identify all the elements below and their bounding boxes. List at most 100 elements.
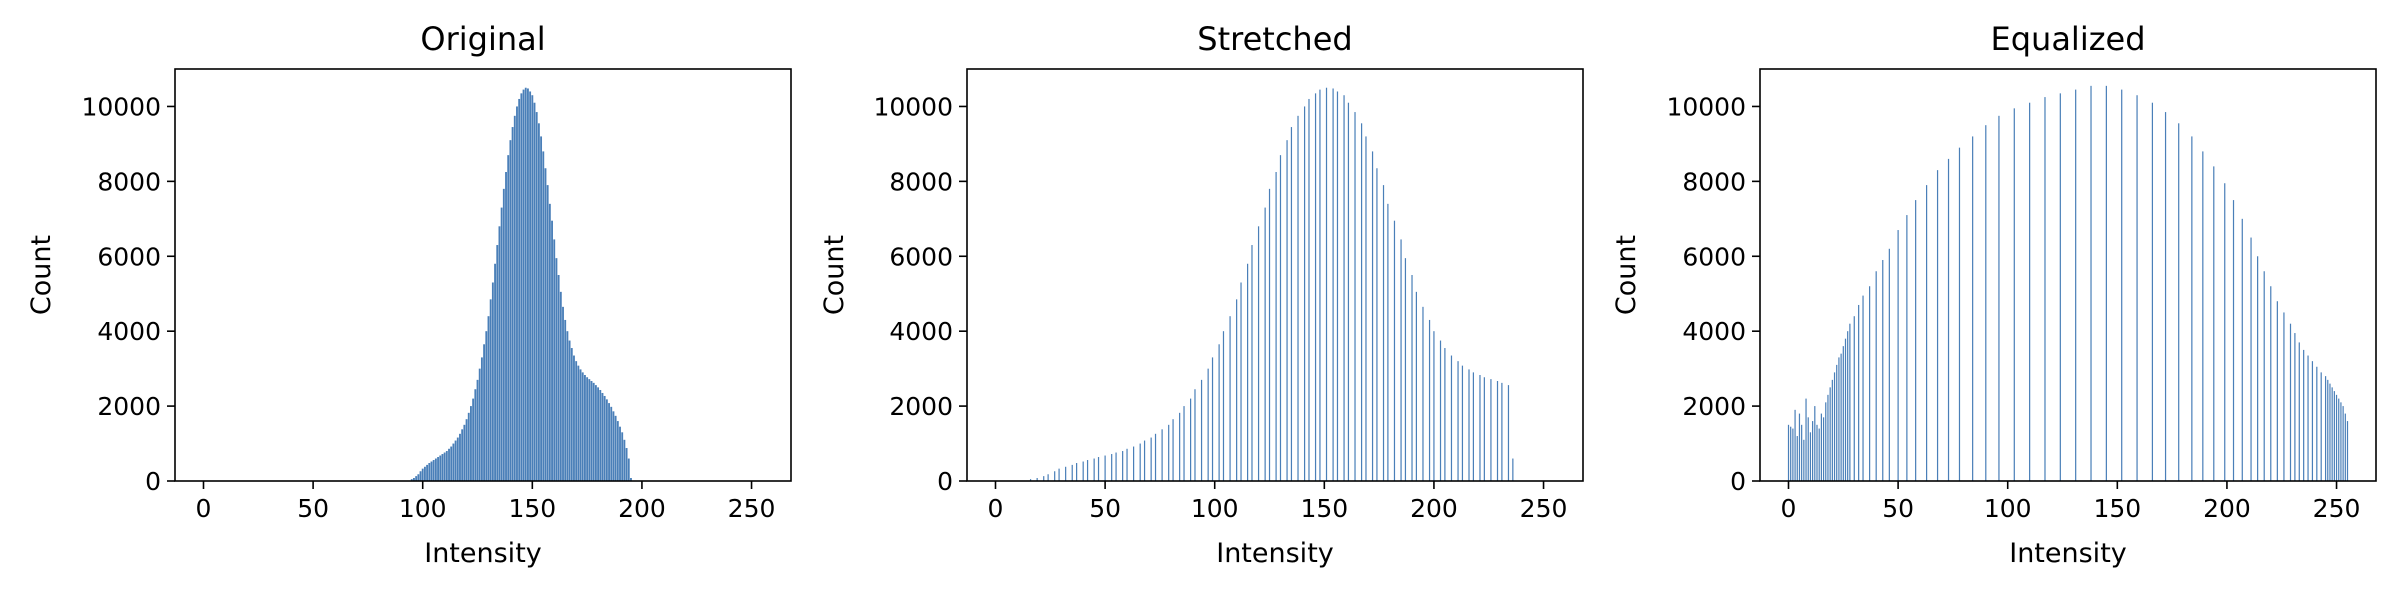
- histogram-bar: [2013, 108, 2015, 481]
- histogram-bar: [623, 439, 626, 481]
- histogram-bar: [511, 127, 514, 482]
- histogram-bar: [1838, 357, 1840, 481]
- histogram-bar: [2340, 402, 2342, 481]
- histogram-bar: [544, 168, 547, 481]
- x-tick-label: 250: [2313, 494, 2361, 523]
- y-tick-label: 2000: [1682, 392, 1746, 421]
- histogram-bar: [555, 258, 558, 481]
- histogram-bar: [439, 455, 442, 481]
- histogram-bar: [1207, 368, 1209, 481]
- histogram-bar: [1086, 460, 1089, 481]
- histogram-bar: [1082, 461, 1084, 481]
- histogram-bar: [573, 355, 575, 481]
- histogram-bar: [474, 389, 477, 481]
- histogram-bar: [467, 412, 470, 481]
- histogram-bar: [476, 379, 479, 481]
- histogram-bar: [592, 382, 595, 481]
- histogram-bar: [1461, 365, 1464, 481]
- histogram-bar: [527, 88, 529, 481]
- histogram-bar: [1483, 377, 1485, 481]
- histogram-bar: [1501, 382, 1503, 481]
- histogram-bar: [1319, 89, 1321, 481]
- histogram-bar: [566, 331, 569, 481]
- histogram-bar: [542, 151, 545, 481]
- histogram-bar: [485, 331, 488, 481]
- chart-panel-original: Original 0 50 100 150 200 250 0 2000 4000 6000 80…: [26, 20, 792, 569]
- histogram-bar: [2298, 342, 2300, 481]
- histogram-bar: [2105, 85, 2107, 481]
- histogram-bar: [1849, 323, 1851, 481]
- x-tick-label: 0: [988, 494, 1004, 523]
- histogram-bar: [454, 440, 457, 481]
- y-axis-label: Count: [1611, 235, 1642, 315]
- histogram-bar: [450, 446, 453, 481]
- histogram-bar: [625, 448, 628, 481]
- histogram-bar: [1371, 151, 1374, 481]
- histogram-bar: [1314, 93, 1317, 481]
- histogram-bar: [426, 464, 429, 481]
- histogram-bar: [614, 415, 617, 481]
- y-tick-label: 0: [937, 467, 953, 496]
- histogram-bar: [1809, 432, 1812, 481]
- chart-panel-equalized: Equalized 0 50 100 150 200 250 0 2000 4000 6000 8…: [1611, 20, 2377, 569]
- histogram-bar: [548, 203, 551, 481]
- histogram-bar: [1139, 443, 1141, 481]
- histogram-bar: [1143, 440, 1146, 481]
- histogram-bar: [1325, 87, 1328, 481]
- x-tick-label: 50: [1089, 494, 1121, 523]
- y-tick-label: 10000: [81, 92, 161, 121]
- histogram-bar: [524, 87, 527, 481]
- x-ticks: 0 50 100 150 200 250: [988, 481, 1568, 523]
- y-tick-label: 6000: [889, 242, 953, 271]
- x-tick-label: 250: [1520, 494, 1568, 523]
- histogram-bar: [491, 282, 494, 481]
- histogram-bar: [1818, 428, 1820, 481]
- histogram-bar: [1805, 398, 1807, 481]
- histogram-bar: [2151, 102, 2154, 482]
- histogram-bar: [2303, 349, 2305, 481]
- histogram-bar: [1404, 258, 1407, 481]
- histogram-bar: [1794, 409, 1796, 481]
- histogram-bar: [452, 443, 455, 481]
- histogram-bar: [498, 226, 501, 481]
- histogram-bar: [434, 458, 437, 481]
- x-tick-label: 100: [399, 494, 447, 523]
- y-tick-label: 0: [1730, 467, 1746, 496]
- histogram-bar: [1812, 421, 1814, 481]
- histogram-bar: [1036, 478, 1038, 481]
- histogram-bar: [627, 458, 630, 481]
- histogram-bar: [1172, 419, 1174, 481]
- histogram-bar: [2202, 151, 2204, 481]
- x-tick-label: 150: [1300, 494, 1348, 523]
- histogram-bar: [1286, 140, 1288, 481]
- x-tick-label: 0: [196, 494, 212, 523]
- histogram-bar: [2121, 89, 2123, 481]
- x-tick-label: 50: [297, 494, 329, 523]
- y-tick-label: 10000: [873, 92, 953, 121]
- histogram-bar: [1343, 95, 1345, 481]
- histogram-bar: [505, 172, 507, 481]
- histogram-bar: [1111, 454, 1113, 481]
- histogram-bar: [432, 460, 435, 481]
- histogram-bar: [1450, 355, 1453, 481]
- y-tick-label: 2000: [97, 392, 161, 421]
- histogram-bar: [428, 463, 431, 481]
- histogram-bar: [621, 432, 624, 481]
- histogram-bar: [1814, 406, 1816, 481]
- x-tick-label: 50: [1882, 494, 1914, 523]
- histogram-bar: [470, 406, 472, 481]
- histogram-bar: [612, 411, 615, 481]
- histogram-bar: [1058, 468, 1060, 481]
- histogram-bar: [522, 89, 525, 481]
- histogram-bar: [494, 263, 496, 481]
- histogram-bar: [1179, 412, 1181, 481]
- histogram-bar: [1400, 239, 1402, 481]
- histogram-bar: [2346, 421, 2349, 481]
- histogram-bar: [1222, 331, 1225, 481]
- histogram-bar: [597, 387, 600, 481]
- histogram-bar: [2331, 387, 2333, 481]
- histogram-bar: [1332, 88, 1334, 481]
- histogram-bar: [599, 389, 602, 481]
- histogram-bar: [1115, 452, 1117, 481]
